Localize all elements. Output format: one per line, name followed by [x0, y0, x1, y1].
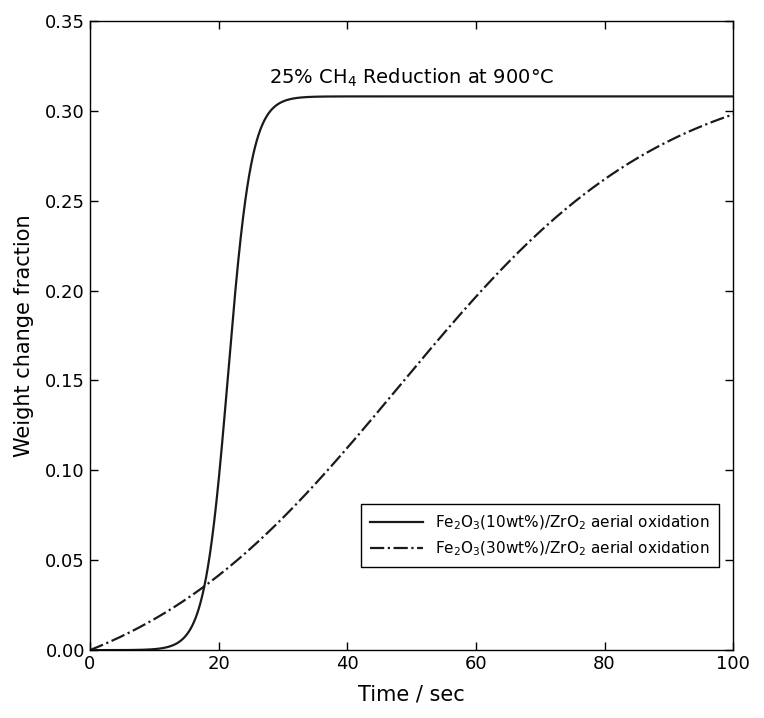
Fe$_2$O$_3$(30wt%)/ZrO$_2$ aerial oxidation: [86, 645, 95, 654]
Fe$_2$O$_3$(10wt%)/ZrO$_2$ aerial oxidation: [729, 92, 738, 101]
Fe$_2$O$_3$(30wt%)/ZrO$_2$ aerial oxidation: [118, 631, 128, 640]
Fe$_2$O$_3$(30wt%)/ZrO$_2$ aerial oxidation: [729, 110, 738, 118]
Fe$_2$O$_3$(10wt%)/ZrO$_2$ aerial oxidation: [711, 92, 720, 101]
Text: 25% CH$_4$ Reduction at 900°C: 25% CH$_4$ Reduction at 900°C: [269, 66, 554, 88]
X-axis label: Time / sec: Time / sec: [358, 684, 465, 704]
Line: Fe$_2$O$_3$(30wt%)/ZrO$_2$ aerial oxidation: Fe$_2$O$_3$(30wt%)/ZrO$_2$ aerial oxidat…: [90, 114, 733, 650]
Fe$_2$O$_3$(10wt%)/ZrO$_2$ aerial oxidation: [710, 92, 719, 101]
Fe$_2$O$_3$(10wt%)/ZrO$_2$ aerial oxidation: [381, 92, 390, 101]
Fe$_2$O$_3$(10wt%)/ZrO$_2$ aerial oxidation: [654, 92, 663, 101]
Fe$_2$O$_3$(30wt%)/ZrO$_2$ aerial oxidation: [398, 378, 407, 386]
Legend: Fe$_2$O$_3$(10wt%)/ZrO$_2$ aerial oxidation, Fe$_2$O$_3$(30wt%)/ZrO$_2$ aerial o: Fe$_2$O$_3$(10wt%)/ZrO$_2$ aerial oxidat…: [361, 504, 719, 567]
Fe$_2$O$_3$(10wt%)/ZrO$_2$ aerial oxidation: [86, 645, 95, 654]
Fe$_2$O$_3$(30wt%)/ZrO$_2$ aerial oxidation: [710, 117, 719, 126]
Line: Fe$_2$O$_3$(10wt%)/ZrO$_2$ aerial oxidation: Fe$_2$O$_3$(10wt%)/ZrO$_2$ aerial oxidat…: [90, 96, 733, 650]
Fe$_2$O$_3$(30wt%)/ZrO$_2$ aerial oxidation: [381, 398, 390, 407]
Fe$_2$O$_3$(30wt%)/ZrO$_2$ aerial oxidation: [592, 181, 601, 190]
Fe$_2$O$_3$(30wt%)/ZrO$_2$ aerial oxidation: [710, 117, 719, 126]
Fe$_2$O$_3$(10wt%)/ZrO$_2$ aerial oxidation: [398, 92, 407, 101]
Fe$_2$O$_3$(10wt%)/ZrO$_2$ aerial oxidation: [592, 92, 601, 101]
Y-axis label: Weight change fraction: Weight change fraction: [14, 214, 34, 457]
Fe$_2$O$_3$(10wt%)/ZrO$_2$ aerial oxidation: [118, 645, 128, 654]
